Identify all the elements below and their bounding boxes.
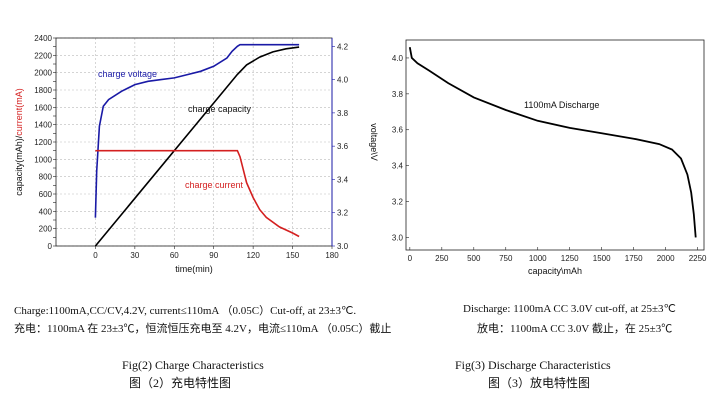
charge-x-axis-title: time(min) bbox=[175, 264, 213, 274]
charge-x-tick-label: 90 bbox=[209, 251, 218, 260]
charge-y-right-tick-label: 3.0 bbox=[337, 242, 349, 251]
charge-y-right-tick-label: 4.2 bbox=[337, 42, 349, 51]
discharge-y-tick-label: 3.4 bbox=[392, 162, 404, 171]
charge-y-right-axis-title: voltage\V bbox=[369, 123, 379, 161]
discharge-x-tick-label: 250 bbox=[435, 254, 449, 263]
discharge-x-tick-label: 1750 bbox=[625, 254, 643, 263]
discharge-x-tick-label: 1500 bbox=[593, 254, 611, 263]
charge-x-tick-label: 60 bbox=[170, 251, 179, 260]
discharge-x-tick-label: 750 bbox=[499, 254, 513, 263]
charge-caption-en: Charge:1100mA,CC/CV,4.2V, current≤110mA … bbox=[14, 305, 357, 317]
charge-y-left-tick-label: 1400 bbox=[34, 121, 52, 130]
charge-series-charge-capacity bbox=[94, 46, 300, 247]
charge-capacity-annotation: charge capacity bbox=[188, 104, 252, 114]
discharge-x-tick-label: 1000 bbox=[529, 254, 547, 263]
discharge-y-tick-label: 3.2 bbox=[392, 198, 404, 207]
charge-x-tick-label: 180 bbox=[325, 251, 339, 260]
discharge-x-tick-label: 0 bbox=[408, 254, 413, 263]
charge-y-left-tick-label: 400 bbox=[39, 207, 53, 216]
charge-y-left-tick-label: 2200 bbox=[34, 51, 52, 60]
discharge-series-line bbox=[408, 47, 697, 238]
discharge-plot-frame bbox=[405, 39, 705, 251]
fig3-title-cn: 图（3）放电特性图 bbox=[488, 376, 591, 390]
discharge-x-axis-title: capacity\mAh bbox=[528, 266, 582, 276]
discharge-caption-en: Discharge: 1100mA CC 3.0V cut-off, at 25… bbox=[463, 303, 676, 315]
charge-series-charge-voltage bbox=[94, 43, 300, 218]
charge-x-tick-label: 120 bbox=[246, 251, 260, 260]
charge-y-right-tick-label: 4.0 bbox=[337, 76, 349, 85]
current-label: current(mA) bbox=[14, 88, 24, 136]
discharge-x-tick-label: 500 bbox=[467, 254, 481, 263]
charge-y-left-tick-label: 600 bbox=[39, 190, 53, 199]
discharge-caption-cn: 放电：1100mA CC 3.0V 截止，在 25±3℃ bbox=[477, 323, 673, 335]
charge-y-left-tick-label: 2000 bbox=[34, 69, 52, 78]
discharge-y-tick-label: 4.0 bbox=[392, 54, 404, 63]
charge-y-left-axis-title: capacity(mAh)/current(mA) bbox=[14, 88, 24, 196]
charge-y-right-tick-label: 3.8 bbox=[337, 109, 349, 118]
charge-y-right-tick-label: 3.4 bbox=[337, 175, 349, 184]
charge-y-left-tick-label: 1800 bbox=[34, 86, 52, 95]
charge-x-tick-label: 0 bbox=[93, 251, 98, 260]
discharge-y-tick-label: 3.8 bbox=[392, 90, 404, 99]
charge-x-tick-label: 150 bbox=[286, 251, 300, 260]
charge-current-annotation: charge current bbox=[185, 180, 244, 190]
charge-caption-cn: 充电：1100mA 在 23±3℃，恒流恒压充电至 4.2V，电流≤110mA … bbox=[14, 323, 392, 335]
charge-y-left-tick-label: 1200 bbox=[34, 138, 52, 147]
charge-y-right-tick-label: 3.2 bbox=[337, 209, 349, 218]
charge-y-left-tick-label: 200 bbox=[39, 225, 53, 234]
charge-voltage-annotation: charge voltage bbox=[98, 69, 157, 79]
charge-y-left-tick-label: 1600 bbox=[34, 103, 52, 112]
discharge-y-tick-label: 3.6 bbox=[392, 126, 404, 135]
charge-y-left-tick-label: 2400 bbox=[34, 34, 52, 43]
discharge-annotation: 1100mA Discharge bbox=[524, 100, 599, 110]
fig2-title-en: Fig(2) Charge Characteristics bbox=[122, 358, 264, 372]
fig2-title-cn: 图（2）充电特性图 bbox=[129, 376, 232, 390]
charge-y-left-tick-label: 800 bbox=[39, 173, 53, 182]
charge-x-tick-label: 30 bbox=[130, 251, 139, 260]
charge-y-left-tick-label: 0 bbox=[48, 242, 53, 251]
fig3-title-en: Fig(3) Discharge Characteristics bbox=[455, 358, 611, 372]
discharge-x-tick-label: 1250 bbox=[561, 254, 579, 263]
charge-series-charge-current bbox=[95, 149, 300, 238]
discharge-x-tick-label: 2250 bbox=[689, 254, 707, 263]
charge-y-left-tick-label: 1000 bbox=[34, 155, 52, 164]
capacity-label: capacity(mAh)/ bbox=[14, 135, 24, 196]
charge-y-right-tick-label: 3.6 bbox=[337, 142, 349, 151]
discharge-x-tick-label: 2000 bbox=[657, 254, 675, 263]
discharge-y-tick-label: 3.0 bbox=[392, 233, 404, 242]
